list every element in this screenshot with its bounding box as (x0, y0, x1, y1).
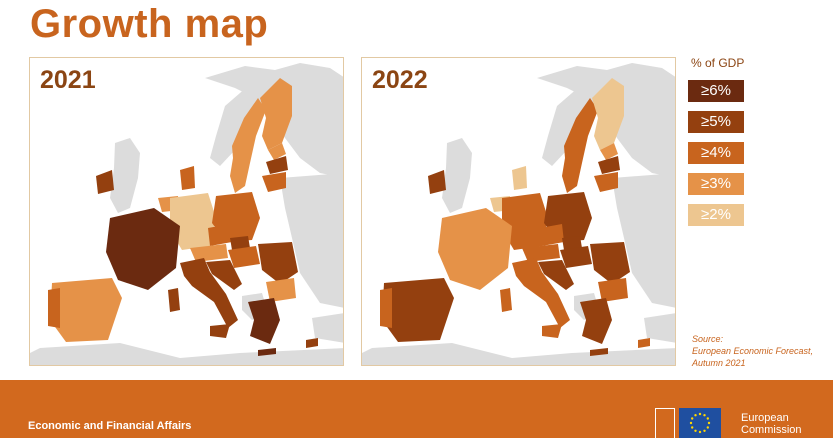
ec-wordmark-line2: Commission (741, 424, 802, 436)
map-2022-panel: 2022 (361, 57, 676, 366)
region-france (106, 208, 180, 290)
region-romania (258, 242, 298, 284)
region-sardinia (168, 288, 180, 312)
region-sicily (210, 324, 230, 338)
region-bulgaria (266, 278, 296, 302)
region-denmark (180, 166, 195, 190)
region-portugal (48, 288, 60, 328)
region-lithuania (594, 172, 618, 192)
map-year-label: 2022 (372, 66, 428, 94)
region-spain (50, 278, 122, 342)
berlaymont-icon (655, 408, 675, 438)
region-czechia (208, 224, 232, 246)
region-slovakia (562, 236, 582, 250)
eu-flag-icon (679, 408, 721, 438)
source-publication: European Economic Forecast, (692, 346, 814, 356)
region-ireland (428, 170, 446, 194)
region-austria (190, 244, 228, 262)
region-estonia (268, 143, 286, 160)
region-norway (542, 80, 602, 166)
region-sweden (562, 98, 598, 193)
legend-item-4: ≥4% (688, 142, 744, 164)
region-crete (258, 348, 276, 356)
region-cyprus (306, 338, 318, 348)
region-finland (592, 78, 624, 150)
ec-logo: European Commission (655, 402, 825, 438)
europe-map-2021 (30, 63, 343, 365)
region-greece (248, 298, 280, 344)
legend-title: % of GDP (691, 56, 745, 70)
region-cyprus (638, 338, 650, 348)
map-2021-panel: 2021 (29, 57, 344, 366)
footer-bar: Economic and Financial Affairs European … (0, 380, 833, 438)
region-germany (170, 193, 216, 250)
ec-wordmark-line1: European (741, 412, 789, 424)
region-italy (512, 258, 570, 328)
region-crete (590, 348, 608, 356)
region-portugal (380, 288, 392, 328)
region-slovakia (230, 236, 250, 250)
europe-map-2022 (362, 63, 675, 365)
map-year-label: 2021 (40, 66, 96, 94)
region-sicily (542, 324, 562, 338)
source-note: Source: European Economic Forecast, Autu… (692, 333, 813, 369)
ec-wordmark: European Commission (741, 412, 802, 436)
source-label: Source: (692, 334, 724, 344)
page-title: Growth map (30, 2, 269, 46)
region-ireland (96, 170, 114, 194)
region-denmark (512, 166, 527, 190)
region-norway (210, 80, 270, 166)
region-sweden (230, 98, 266, 193)
region-croatia-slovenia (206, 260, 242, 290)
legend-item-2: ≥2% (688, 204, 744, 226)
region-croatia-slovenia (538, 260, 574, 290)
region-czechia (540, 224, 564, 246)
legend-item-6: ≥6% (688, 80, 744, 102)
region-latvia (266, 156, 288, 174)
region-austria (522, 244, 560, 262)
region-finland (260, 78, 292, 150)
region-spain (382, 278, 454, 342)
region-hungary (560, 246, 592, 268)
region-sardinia (500, 288, 512, 312)
legend-item-3: ≥3% (688, 173, 744, 195)
region-romania (590, 242, 630, 284)
region-bulgaria (598, 278, 628, 302)
region-italy (180, 258, 238, 328)
region-france (438, 208, 512, 290)
legend: % of GDP ≥6% ≥5% ≥4% ≥3% ≥2% (688, 56, 744, 235)
source-date: Autumn 2021 (692, 358, 746, 368)
region-hungary (228, 246, 260, 268)
footer-dg-name: Economic and Financial Affairs (28, 420, 192, 432)
region-germany (502, 193, 548, 250)
region-latvia (598, 156, 620, 174)
region-estonia (600, 143, 618, 160)
legend-item-5: ≥5% (688, 111, 744, 133)
region-lithuania (262, 172, 286, 192)
region-greece (580, 298, 612, 344)
